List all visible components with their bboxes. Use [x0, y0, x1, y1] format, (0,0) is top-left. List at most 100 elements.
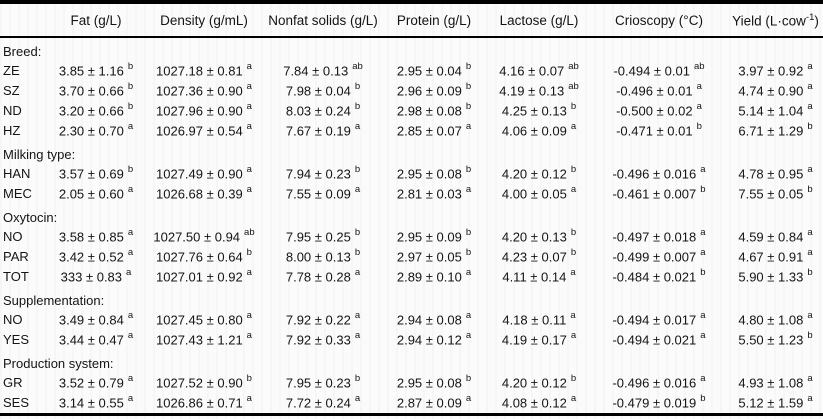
significance-letter: b	[354, 247, 361, 259]
cell-value: 1027.18 ± 0.81	[156, 63, 243, 79]
group-label: Milking type:	[3, 146, 76, 162]
value-cell: 3.20 ± 0.66 b	[50, 101, 142, 121]
cell-value: 4.19 ± 0.17	[501, 332, 567, 348]
group-label: Breed:	[3, 43, 42, 59]
cell-value: -0.461 ± 0.007	[612, 186, 697, 202]
cell-value: 4.78 ± 0.95	[738, 166, 804, 182]
group-row: Supplementation:	[0, 287, 823, 310]
significance-letter: a	[246, 164, 252, 176]
value-cell: 4.06 ± 0.09 a	[488, 121, 590, 141]
value-cell: 2.95 ± 0.09 b	[380, 227, 488, 247]
significance-letter: a	[246, 393, 252, 405]
value-cell: 3.52 ± 0.79 a	[50, 373, 142, 393]
value-cell: 7.95 ± 0.25 b	[266, 227, 380, 247]
significance-letter: a	[354, 310, 361, 322]
significance-letter: a	[246, 121, 252, 133]
value-cell: -0.496 ± 0.016 a	[590, 164, 728, 184]
value-cell: 1027.96 ± 0.90 a	[142, 101, 266, 121]
significance-letter: a	[246, 330, 252, 342]
value-cell: 3.49 ± 0.84 a	[50, 310, 142, 330]
cell-value: 1027.52 ± 0.90	[156, 375, 243, 391]
significance-letter: a	[354, 267, 361, 279]
row-label: PAR	[3, 249, 29, 264]
cell-value: -0.500 ± 0.02	[616, 103, 693, 119]
cell-value: 3.57 ± 0.69	[58, 166, 124, 182]
group-row: Oxytocin:	[0, 204, 823, 227]
cell-value: 7.84 ± 0.13	[283, 63, 349, 79]
cell-value: -0.497 ± 0.018	[612, 229, 697, 245]
significance-letter: b	[570, 227, 577, 239]
significance-letter: b	[700, 267, 706, 279]
cell-value: 4.06 ± 0.09	[501, 123, 567, 139]
value-cell: 1026.68 ± 0.39 a	[142, 184, 266, 204]
cell-value: 7.98 ± 0.04	[285, 83, 351, 99]
value-cell: -0.496 ± 0.01 a	[590, 81, 728, 101]
cell-value: 3.49 ± 0.84	[58, 312, 124, 328]
significance-letter: a	[246, 310, 252, 322]
cell-value: -0.471 ± 0.01	[616, 123, 693, 139]
value-cell: 2.05 ± 0.60 a	[50, 184, 142, 204]
significance-letter: a	[465, 267, 472, 279]
cell-value: 5.12 ± 1.59	[738, 395, 804, 411]
cell-value: -0.494 ± 0.017	[612, 312, 697, 328]
significance-letter: b	[127, 164, 134, 176]
row-label: SES	[3, 395, 30, 410]
significance-letter: a	[354, 184, 361, 196]
cell-value: 1027.01 ± 0.92	[156, 269, 243, 285]
cell-value: 2.81 ± 0.03	[396, 186, 462, 202]
value-cell: 8.03 ± 0.24 b	[266, 101, 380, 121]
table-row: HZ 2.30 ± 0.70 a 1026.97 ± 0.54 a 7.67 ± 0.19…	[0, 121, 823, 141]
significance-letter: a	[465, 121, 472, 133]
cell-value: 4.74 ± 0.90	[738, 83, 804, 99]
value-cell: 2.94 ± 0.08 a	[380, 310, 488, 330]
value-cell: -0.471 ± 0.01 b	[590, 121, 728, 141]
significance-letter: b	[570, 101, 577, 113]
table-row: SES 3.14 ± 0.55 a 1026.86 ± 0.71 a 7.72 ± 0.2…	[0, 393, 823, 415]
value-cell: -0.484 ± 0.021 b	[590, 267, 728, 287]
cell-value: 4.93 ± 1.08	[738, 375, 804, 391]
significance-letter: a	[696, 101, 702, 113]
cell-value: -0.496 ± 0.016	[612, 375, 697, 391]
significance-letter: b	[127, 61, 134, 73]
header-superscript: -1	[805, 12, 815, 23]
cell-value: 4.80 ± 1.08	[738, 312, 804, 328]
value-cell: -0.494 ± 0.021 a	[590, 330, 728, 350]
value-cell: 4.74 ± 0.90 a	[728, 81, 823, 101]
significance-letter: ab	[352, 61, 363, 73]
table-row: SZ 3.70 ± 0.66 b 1027.36 ± 0.90 a 7.98 ± 0.04…	[0, 81, 823, 101]
row-label: SZ	[3, 83, 20, 98]
significance-letter: a	[127, 227, 134, 239]
row-label: YES	[3, 332, 30, 347]
value-cell: 3.58 ± 0.85 a	[50, 227, 142, 247]
significance-letter: a	[126, 267, 132, 279]
value-cell: 4.23 ± 0.07 b	[488, 247, 590, 267]
value-cell: 4.59 ± 0.84 a	[728, 227, 823, 247]
significance-letter: b	[696, 121, 702, 133]
group-label: Oxytocin:	[3, 209, 58, 225]
significance-letter: a	[127, 310, 134, 322]
significance-letter: a	[127, 373, 134, 385]
significance-letter: a	[127, 330, 134, 342]
significance-letter: a	[465, 330, 472, 342]
cell-value: 2.30 ± 0.70	[58, 123, 124, 139]
row-label: ND	[3, 103, 22, 118]
value-cell: 7.94 ± 0.23 b	[266, 164, 380, 184]
cell-value: 7.67 ± 0.19	[285, 123, 351, 139]
group-label: Supplementation:	[3, 292, 105, 308]
significance-letter: b	[807, 121, 813, 133]
significance-letter: a	[807, 61, 813, 73]
significance-letter: b	[354, 227, 361, 239]
value-cell: 7.92 ± 0.33 a	[266, 330, 380, 350]
value-cell: 1027.45 ± 0.80 a	[142, 310, 266, 330]
cell-value: 4.23 ± 0.07	[501, 249, 567, 265]
significance-letter: b	[465, 61, 472, 73]
cell-value: 2.94 ± 0.08	[396, 312, 462, 328]
significance-letter: a	[700, 330, 706, 342]
cell-value: 1027.45 ± 0.80	[156, 312, 243, 328]
value-cell: 2.87 ± 0.09 a	[380, 393, 488, 415]
cell-value: 4.59 ± 0.84	[738, 229, 804, 245]
significance-letter: ab	[568, 81, 579, 93]
significance-letter: a	[807, 247, 813, 259]
value-cell: 4.00 ± 0.05 a	[488, 184, 590, 204]
cell-value: 2.95 ± 0.04	[396, 63, 462, 79]
